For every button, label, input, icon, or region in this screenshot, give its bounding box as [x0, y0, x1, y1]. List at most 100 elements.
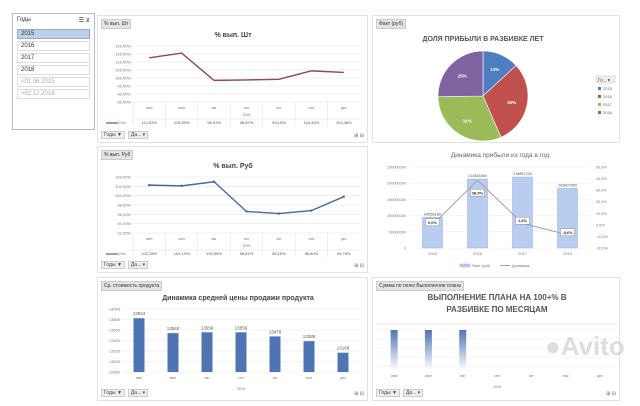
slicer-item-before[interactable]: <01.06.2015: [17, 77, 90, 87]
pie-slice-2018: [437, 50, 484, 98]
slicer-filter-icons[interactable]: ☰ ⊻: [78, 18, 90, 24]
y-tick-label: 102,00%: [115, 184, 131, 189]
x-tick-label: окт: [276, 106, 282, 110]
chart-profit: Динамика прибыли из года в год 0 50000000 1…: [372, 146, 620, 273]
y-tick-label: 96,00%: [117, 212, 131, 217]
legend-label: Итог: [119, 252, 127, 256]
years-filter-button[interactable]: Годы ▼: [376, 389, 400, 397]
x-tick-label: 2015: [428, 252, 436, 256]
y-tick-label: 95,00%: [117, 84, 131, 89]
data-filter-button[interactable]: Да... ▾: [127, 389, 149, 397]
y-tick-label: 13400: [109, 338, 121, 343]
x-tick-label: 2018: [563, 252, 571, 256]
table-value: 96,16%: [272, 251, 286, 256]
data-label: 218857220: [513, 172, 532, 176]
chart-svg: ВЫПОЛНЕНИЕ ПЛАНА НА 100+% В РАЗБИВКЕ ПО М…: [377, 293, 617, 389]
legend-swatch: [598, 95, 601, 98]
legend-swatch: [459, 263, 471, 268]
bar: [424, 330, 432, 370]
field-button[interactable]: Факт (руб): [376, 19, 406, 29]
legend-swatch: [598, 111, 601, 114]
data-filter-button[interactable]: Да... ▾: [127, 131, 149, 139]
x-tick-label: окт: [529, 374, 535, 378]
data-filter-button[interactable]: Да... ▾: [402, 389, 424, 397]
y-tick-label: 92,00%: [117, 231, 131, 236]
y-tick-label: 104,00%: [115, 175, 131, 180]
table-value: 96,80%: [305, 251, 319, 256]
x-tick-label: июл: [178, 106, 185, 110]
y2-tick-label: 40,0%: [596, 177, 607, 181]
x-tick-label: ноя: [563, 374, 569, 378]
y-tick-label: 90,00%: [117, 92, 131, 97]
x-tick-label: сен: [244, 106, 250, 110]
slicer-item-2016[interactable]: 2016: [17, 41, 90, 51]
x-tick-label: сен: [244, 237, 250, 241]
years-filter-button[interactable]: Годы ▼: [101, 261, 125, 269]
pivot-controls: Годы ▼ Да... ▾: [101, 261, 149, 269]
x-tick-label: июн: [136, 376, 143, 380]
slicer-item-2015[interactable]: 2015: [17, 29, 90, 39]
slicer-item-2018[interactable]: 2018: [17, 65, 90, 75]
x-tick-label: авг: [212, 237, 218, 241]
x-tick-label: дек: [341, 237, 347, 241]
chart-pie: Факт (руб) ДОЛЯ ПРИБЫЛИ В РАЗБИВКЕ ЛЕТ 13%…: [372, 15, 620, 143]
data-label: 13540: [167, 326, 180, 331]
x-tick-label: дек: [341, 106, 347, 110]
table-value: 103,48%: [336, 120, 352, 125]
x-tick-label: июн: [146, 106, 153, 110]
y2-tick-label: 30,0%: [596, 189, 607, 193]
expand-collapse-buttons[interactable]: ⊞ ⊟: [354, 263, 364, 269]
data-label: 94556180: [424, 212, 441, 216]
slicer-item-after[interactable]: >02.12.2018: [17, 89, 90, 99]
years-filter-button[interactable]: Годы ▼: [101, 131, 125, 139]
pivot-controls: Годы ▼ Да... ▾: [101, 131, 149, 139]
line-label: 1,4%: [518, 218, 528, 223]
x-tick-label: авг: [460, 374, 466, 378]
x-tick-label: июл: [178, 237, 185, 241]
slicer-item-2017[interactable]: 2017: [17, 53, 90, 63]
chart-svg: Динамика прибыли из года в год 0 50000000 1…: [387, 151, 609, 268]
legend-swatch: [598, 87, 601, 90]
chart-plan: Сумма по полю Выполнение плана Годы ▼ Да..…: [372, 277, 620, 401]
data-point: [148, 183, 151, 187]
bar: [557, 188, 578, 249]
y-tick-label: 13800: [109, 317, 121, 322]
y2-tick-label: -20,0%: [596, 247, 609, 251]
line-label-box: [425, 218, 440, 227]
data-point: [277, 212, 281, 215]
y-tick-label: 13200: [109, 349, 121, 354]
chart-title: ДОЛЯ ПРИБЫЛИ В РАЗБИВКЕ ЛЕТ: [422, 36, 544, 43]
field-button[interactable]: % вып. Руб: [101, 150, 134, 160]
years-filter-button[interactable]: Годы ▼: [101, 389, 125, 397]
expand-collapse-buttons[interactable]: ⊞ ⊟: [354, 391, 364, 397]
legend-label: 2016: [603, 94, 613, 99]
bar: [269, 336, 281, 372]
expand-collapse-buttons[interactable]: ⊞ ⊟: [354, 133, 364, 139]
field-button[interactable]: Сумма по полю Выполнение плана: [376, 281, 464, 291]
table-value: 99,78%: [337, 251, 351, 256]
legend-label: Итог: [119, 121, 127, 125]
data-filter-button[interactable]: Да... ▾: [127, 261, 149, 269]
chart-rub: % вып. Руб Годы ▼ Да... ▾ ⊞ ⊟ % вып. Руб 92,0…: [97, 146, 368, 273]
field-button[interactable]: Ср. стоимость продукта: [101, 281, 163, 291]
pivot-controls: Годы ▼ Да... ▾: [101, 389, 149, 397]
chart-title: % вып. Руб: [213, 162, 253, 170]
x-tick-label: авг: [204, 376, 210, 380]
legend-label: 2017: [603, 102, 613, 107]
table-value: 115,59%: [174, 120, 190, 125]
line-label-box: [560, 228, 575, 237]
x-group-label: 2015: [237, 387, 245, 391]
line-label: 38,5%: [472, 190, 484, 195]
chart-price: Ср. стоимость продукта Годы ▼ Да... ▾ ⊞ ⊟ Ди…: [97, 277, 368, 401]
expand-collapse-buttons[interactable]: ⊞ ⊟: [606, 391, 616, 397]
chart-title: % вып. Шт: [214, 32, 252, 39]
chart-svg: ДОЛЯ ПРИБЫЛИ В РАЗБИВКЕ ЛЕТ 13% 30% 31% 25% Г…: [422, 36, 616, 142]
table-value: 102,26%: [141, 251, 157, 256]
y-tick-label: 85,00%: [117, 100, 131, 105]
pie-slice-2016: [482, 65, 529, 138]
field-button[interactable]: % вып. Шт: [101, 19, 132, 29]
line-label-box: [515, 217, 530, 225]
data-label: 13556: [235, 325, 248, 330]
legend-filter-button[interactable]: [595, 75, 616, 84]
y-tick-label: 105,00%: [115, 68, 131, 73]
